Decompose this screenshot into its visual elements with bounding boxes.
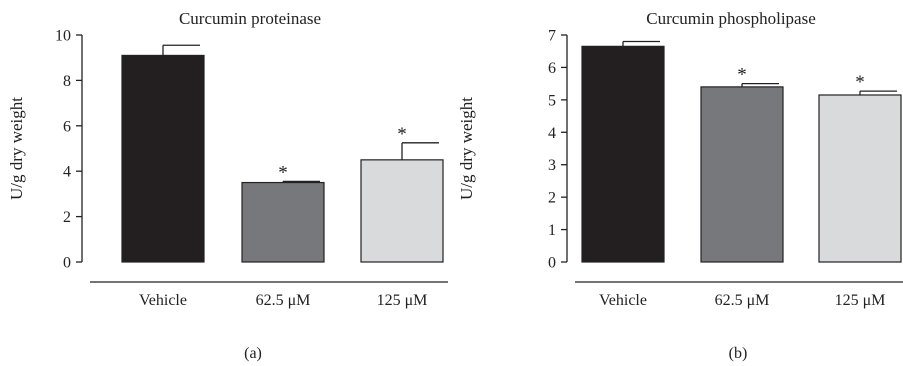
category-label: 125 μM (377, 292, 428, 309)
chart-title: Curcumin proteinase (179, 9, 321, 28)
y-tick-label: 0 (63, 255, 71, 272)
y-tick-label: 8 (63, 73, 71, 90)
panel-a-chart: Curcumin proteinase 0 2 4 6 8 10 U/g dry weight… (7, 9, 448, 362)
significance-marker: * (278, 162, 288, 183)
category-label: 62.5 μM (715, 292, 770, 309)
category-label: Vehicle (139, 292, 187, 309)
category-label: 62.5 μM (256, 292, 311, 309)
y-tick-label: 0 (548, 255, 556, 272)
y-tick-label: 6 (548, 60, 556, 77)
chart-title: Curcumin phospholipase (646, 9, 816, 28)
bar-2 (241, 181, 325, 263)
panel-b-chart: Curcumin phospholipase 0 1 2 3 4 5 6 7 U/g dry we… (457, 9, 903, 362)
y-tick-label: 2 (63, 209, 71, 226)
y-tick-label: 1 (548, 222, 556, 239)
y-tick-label: 4 (548, 125, 556, 142)
bar-2 (700, 86, 784, 263)
y-tick-label: 5 (548, 92, 556, 109)
panel-label: (a) (244, 345, 262, 362)
panel-label: (b) (729, 345, 748, 362)
y-tick-label: 7 (548, 28, 556, 45)
significance-marker: * (855, 72, 865, 93)
y-tick-label: 2 (548, 190, 556, 207)
bar-1 (121, 54, 205, 263)
significance-marker: * (397, 124, 407, 145)
y-tick-label: 3 (548, 157, 556, 174)
bar-1 (581, 45, 665, 263)
significance-marker: * (737, 65, 747, 86)
y-axis-label: U/g dry weight (457, 97, 476, 200)
category-label: Vehicle (599, 292, 647, 309)
y-tick-label: 4 (63, 164, 71, 181)
y-axis-label: U/g dry weight (7, 97, 26, 200)
y-tick-label: 6 (63, 118, 71, 135)
category-label: 125 μM (835, 292, 886, 309)
bar-3 (818, 94, 902, 263)
bar-3 (360, 159, 444, 263)
y-tick-label: 10 (55, 28, 71, 45)
